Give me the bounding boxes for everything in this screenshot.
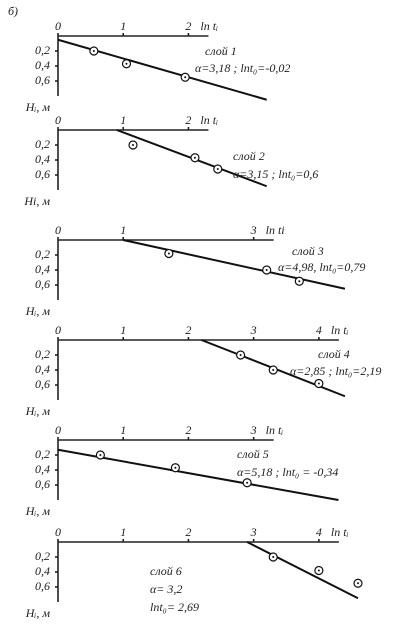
y-tick-label: 0,4: [35, 58, 50, 72]
point-dot: [216, 168, 219, 170]
point-dot: [132, 144, 134, 146]
point-dot: [239, 354, 242, 356]
annotation: слой 2: [233, 149, 265, 163]
x-tick-label: 2: [185, 19, 191, 33]
x-tick-label: 1: [120, 323, 126, 337]
x-tick-label: 3: [250, 525, 257, 539]
x-tick-label: 1: [120, 223, 126, 237]
point-dot: [246, 481, 249, 484]
annotation: слой 6: [150, 564, 182, 578]
y-axis-label: Hᵢ, м: [25, 100, 51, 114]
point-dot: [92, 50, 95, 52]
y-tick-label: 0,4: [35, 462, 50, 476]
y-tick-label: 0,6: [35, 167, 50, 181]
y-tick-label: 0,2: [35, 247, 50, 261]
y-tick-label: 0,6: [35, 73, 50, 87]
y-tick-label: 0,6: [35, 277, 50, 291]
x-tick-label: 2: [185, 525, 191, 539]
x-axis-label: ln ti: [266, 223, 285, 237]
x-tick-label: 1: [120, 525, 126, 539]
point-dot: [265, 269, 268, 271]
x-axis-label: ln tᵢ: [200, 113, 218, 127]
y-tick-label: 0,6: [35, 377, 50, 391]
annotation: слой 5: [237, 447, 269, 461]
y-tick-label: 0,6: [35, 579, 50, 593]
x-tick-label: 0: [55, 423, 61, 437]
point-dot: [272, 369, 275, 371]
x-tick-label: 3: [250, 223, 257, 237]
x-tick-label: 1: [120, 113, 126, 127]
point-dot: [184, 76, 187, 79]
annotation: α=4,98, lnt₀=0,79: [278, 260, 365, 274]
y-tick-label: 0,6: [35, 477, 50, 491]
y-tick-label: 0,4: [35, 564, 50, 578]
x-tick-label: 3: [250, 423, 257, 437]
point-dot: [99, 454, 102, 456]
y-tick-label: 0,2: [35, 447, 50, 461]
annotation: α= 3,2: [150, 582, 182, 596]
x-tick-label: 1: [120, 423, 126, 437]
y-axis-label: Hᵢ, м: [25, 504, 51, 518]
annotation: α=3,15 ; lnt₀=0,6: [233, 167, 318, 181]
point-dot: [174, 466, 177, 469]
point-dot: [272, 556, 275, 558]
x-tick-label: 1: [120, 19, 126, 33]
x-tick-label: 3: [250, 323, 257, 337]
y-tick-label: 0,2: [35, 137, 50, 151]
point-dot: [125, 62, 128, 65]
y-tick-label: 0,4: [35, 362, 50, 376]
point-dot: [193, 156, 196, 159]
annotation: lnt₀= 2,69: [150, 600, 199, 614]
x-tick-label: 2: [185, 113, 191, 127]
x-axis-label: ln tᵢ: [200, 19, 218, 33]
annotation: α=2,85 ; lnt₀=2,19: [290, 364, 381, 378]
y-tick-label: 0,2: [35, 43, 50, 57]
y-tick-label: 0,2: [35, 549, 50, 563]
x-axis-label: ln tᵢ: [331, 525, 349, 539]
x-tick-label: 0: [55, 525, 61, 539]
x-tick-label: 0: [55, 113, 61, 127]
y-axis-label: Hᵢ, м: [25, 404, 51, 418]
fit-line: [57, 448, 339, 501]
x-tick-label: 0: [55, 223, 61, 237]
x-axis-label: ln tᵢ: [331, 323, 349, 337]
x-tick-label: 4: [316, 525, 322, 539]
x-tick-label: 2: [185, 323, 191, 337]
y-axis-label: Hᵢ, м: [25, 606, 51, 620]
y-tick-label: 0,4: [35, 152, 50, 166]
x-axis-label: ln tᵢ: [266, 423, 284, 437]
x-tick-label: 0: [55, 323, 61, 337]
point-dot: [167, 252, 170, 255]
figure-label: б): [8, 4, 18, 18]
fit-line: [123, 239, 346, 290]
x-tick-label: 2: [185, 423, 191, 437]
x-tick-label: 4: [316, 323, 322, 337]
fit-line: [246, 541, 359, 600]
annotation: α=3,18 ; lnt₀=-0,02: [195, 61, 290, 75]
y-tick-label: 0,2: [35, 347, 50, 361]
point-dot: [357, 582, 359, 585]
annotation: слой 1: [205, 44, 237, 58]
point-dot: [317, 382, 320, 385]
y-axis-label: Hi, м: [23, 194, 50, 208]
x-tick-label: 0: [55, 19, 61, 33]
y-tick-label: 0,4: [35, 262, 50, 276]
point-dot: [317, 569, 320, 572]
annotation: α=5,18 ; lnt₀ = -0,34: [237, 465, 338, 479]
annotation: слой 3: [292, 244, 324, 258]
point-dot: [298, 280, 301, 283]
annotation: слой 4: [318, 347, 350, 361]
y-axis-label: Hᵢ, м: [25, 304, 51, 318]
